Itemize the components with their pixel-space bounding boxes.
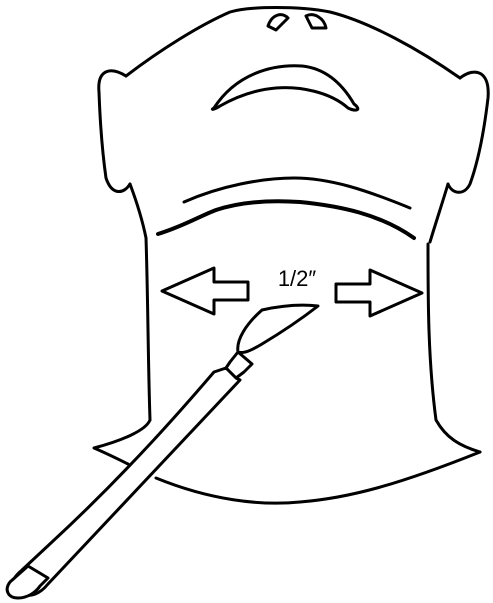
mouth xyxy=(210,64,360,112)
scalpel xyxy=(5,303,320,600)
neck-left-side xyxy=(144,236,152,422)
right-arrow xyxy=(334,268,424,318)
scalpel-handle xyxy=(10,366,242,598)
left-nostril xyxy=(266,13,290,32)
neck-right-side xyxy=(426,242,482,454)
collar-bottom xyxy=(154,450,482,505)
left-arrow xyxy=(160,266,250,316)
scalpel-blade xyxy=(236,303,320,354)
measurement-label: 1/2″ xyxy=(277,266,317,291)
under-jaw-contour xyxy=(156,176,416,240)
right-ear xyxy=(446,70,490,194)
scalpel-handle-end xyxy=(5,564,50,600)
head-outline xyxy=(97,6,490,244)
collar-left xyxy=(92,418,152,466)
right-nostril xyxy=(304,13,328,30)
left-ear xyxy=(97,69,132,193)
nostrils xyxy=(266,13,328,32)
neck-outline xyxy=(92,236,482,505)
